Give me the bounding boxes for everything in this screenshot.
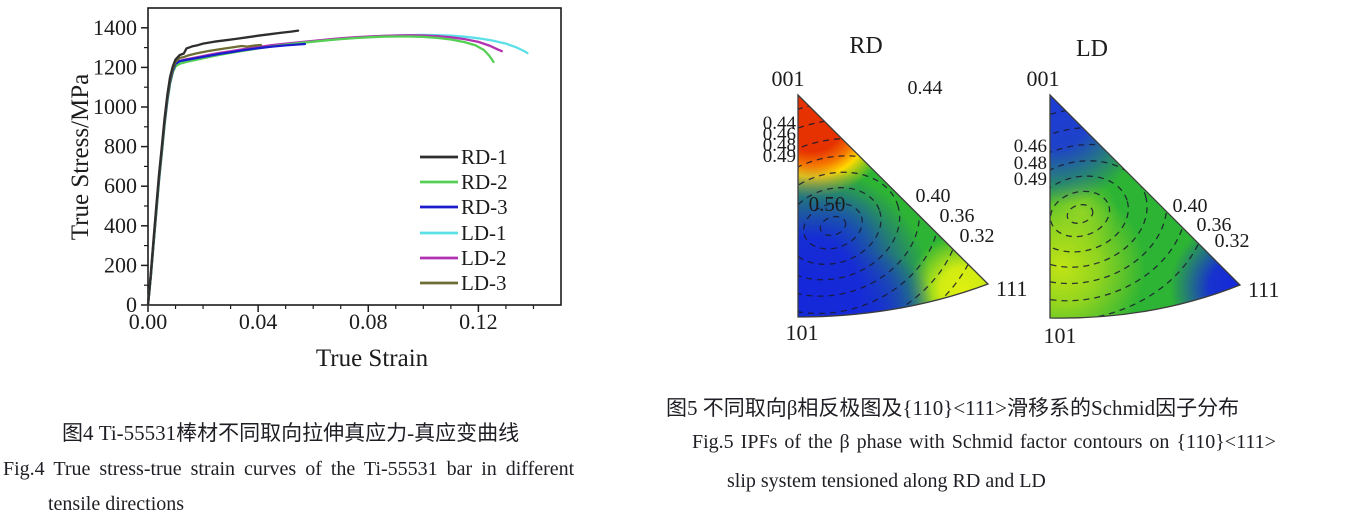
ipf-ld-title: LD [1076,36,1108,62]
ipf-rd-top-contour-label: 0.44 [908,77,943,99]
ipf-ld-left-label-049: 0.49 [1014,169,1047,190]
ipf-ld-left-label-046: 0.46 [1014,136,1047,157]
fig4-caption-en-line2: tensile directions [48,493,185,515]
fig4-caption-en-line1: Fig.4 True stress-true strain curves of … [3,458,575,480]
ipf-ld-outline [1049,93,1242,319]
y-tick-label: 400 [104,213,137,238]
ipf-ld-left-label-048: 0.48 [1014,153,1047,174]
ipf-ld-corner-101: 101 [1044,323,1077,348]
ipf-rd-left-label-044: 0.44 [763,113,797,134]
legend-label-RD-1: RD-1 [461,145,508,169]
ipf-rd-corner-101: 101 [786,320,819,345]
y-tick-label: 200 [104,252,137,277]
y-tick-label: 1400 [93,15,137,40]
curve-RD-3 [146,42,307,307]
plot-frame [147,7,562,306]
legend-label-LD-2: LD-2 [461,246,507,270]
ipf-rd-outline [797,93,990,318]
y-tick-label: 1200 [93,54,137,79]
y-tick-label: 0 [126,292,137,317]
ipf-ld-right-label-036: 0.36 [1197,214,1232,236]
ipf-ld-corner-111: 111 [1248,277,1279,302]
curve-LD-2 [146,34,503,307]
ipf-ld-corner-001: 001 [1027,66,1060,91]
ipf-rd-left-label-049: 0.49 [763,146,796,167]
axis-ticks: 0.00 0.04 0.08 0.12 0 200 400 600 800 1000 1200 140… [93,15,535,334]
x-tick-label: 0.08 [349,309,388,334]
legend-label-LD-3: LD-3 [461,271,507,295]
ipf-rd-inner-label-050: 0.50 [809,192,846,216]
ipf-rd-corner-001: 001 [772,66,805,91]
ipf-ld-right-label-032: 0.32 [1215,230,1250,252]
legend-label-LD-1: LD-1 [461,221,507,245]
x-tick-label: 0.00 [129,309,168,334]
fig5-caption-cn: 图5 不同取向β相反极图及{110}<111>滑移系的Schmid因子分布 [666,396,1240,420]
chart-legend: RD-1RD-2RD-3LD-1LD-2LD-3 [420,145,508,295]
ipf-rd-right-label-040: 0.40 [916,185,951,207]
ipf-rd-left-label-048: 0.48 [763,135,796,156]
fig5-caption-en-line1: Fig.5 IPFs of the β phase with Schmid fa… [692,431,1276,453]
y-tick-label: 1000 [93,94,137,119]
ipf-rd-corner-111: 111 [996,276,1027,301]
legend-label-RD-3: RD-3 [461,195,508,219]
curve-RD-1 [146,29,300,307]
y-tick-label: 800 [104,134,137,159]
fig4-caption-cn: 图4 Ti-55531棒材不同取向拉伸真应力-真应变曲线 [62,421,520,445]
ipf-rd-right-label-036: 0.36 [940,205,975,227]
x-tick-label: 0.04 [239,309,278,334]
curve-RD-2 [146,35,495,307]
ipf-ld-right-label-040: 0.40 [1173,195,1208,217]
ipf-rd-left-label-046: 0.46 [763,124,796,145]
fig5-ipf-figure: RD 001 101 111 0.44 0.44 0.46 0.48 0.49 … [763,33,1280,348]
legend-label-RD-2: RD-2 [461,170,508,194]
fig5-caption-en-line2: slip system tensioned along RD and LD [727,470,1046,492]
y-axis-title: True Stress/MPa [67,74,94,240]
x-tick-label: 0.12 [459,309,498,334]
curve-lines [146,29,529,307]
ipf-rd-right-label-032: 0.32 [960,225,995,247]
ipf-rd-title: RD [849,33,882,59]
x-axis-title: True Strain [316,345,429,372]
curve-LD-3 [146,43,263,307]
y-tick-label: 600 [104,173,137,198]
fig4-stress-strain-chart: 0.00 0.04 0.08 0.12 0 200 400 600 800 1000 1200 140… [67,7,562,372]
